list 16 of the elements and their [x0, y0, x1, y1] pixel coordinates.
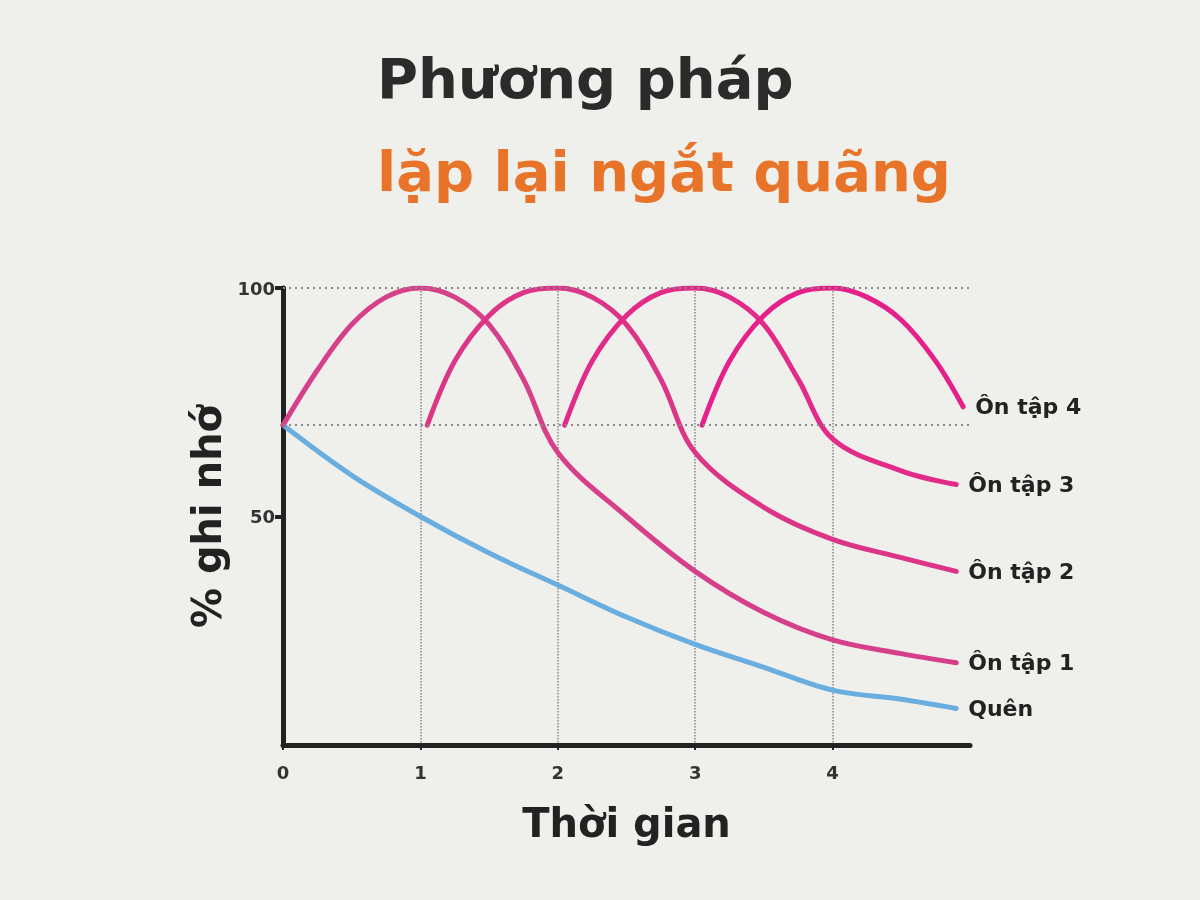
chart-subtitle: lặp lại ngắt quãng: [377, 138, 951, 204]
x-tick-label: 3: [688, 761, 702, 783]
series-label: Ôn tập 4: [975, 394, 1082, 420]
x-axis-title: Thời gian: [522, 800, 731, 846]
y-axis-title: % ghi nhớ: [183, 403, 230, 629]
x-tick-label: 4: [826, 761, 839, 783]
y-tick-label: 50: [249, 506, 275, 527]
y-tick-label: 100: [237, 277, 275, 299]
series-label: Quên: [968, 695, 1034, 721]
series-label: Ôn tập 3: [968, 472, 1075, 498]
x-tick-label: 1: [414, 761, 427, 783]
x-tick-label: 2: [551, 761, 565, 783]
x-tick-label: 0: [276, 761, 290, 783]
chart-title: Phương pháp: [377, 45, 794, 111]
series-label: Ôn tập 1: [968, 650, 1075, 676]
series-label: Ôn tập 2: [968, 558, 1075, 584]
